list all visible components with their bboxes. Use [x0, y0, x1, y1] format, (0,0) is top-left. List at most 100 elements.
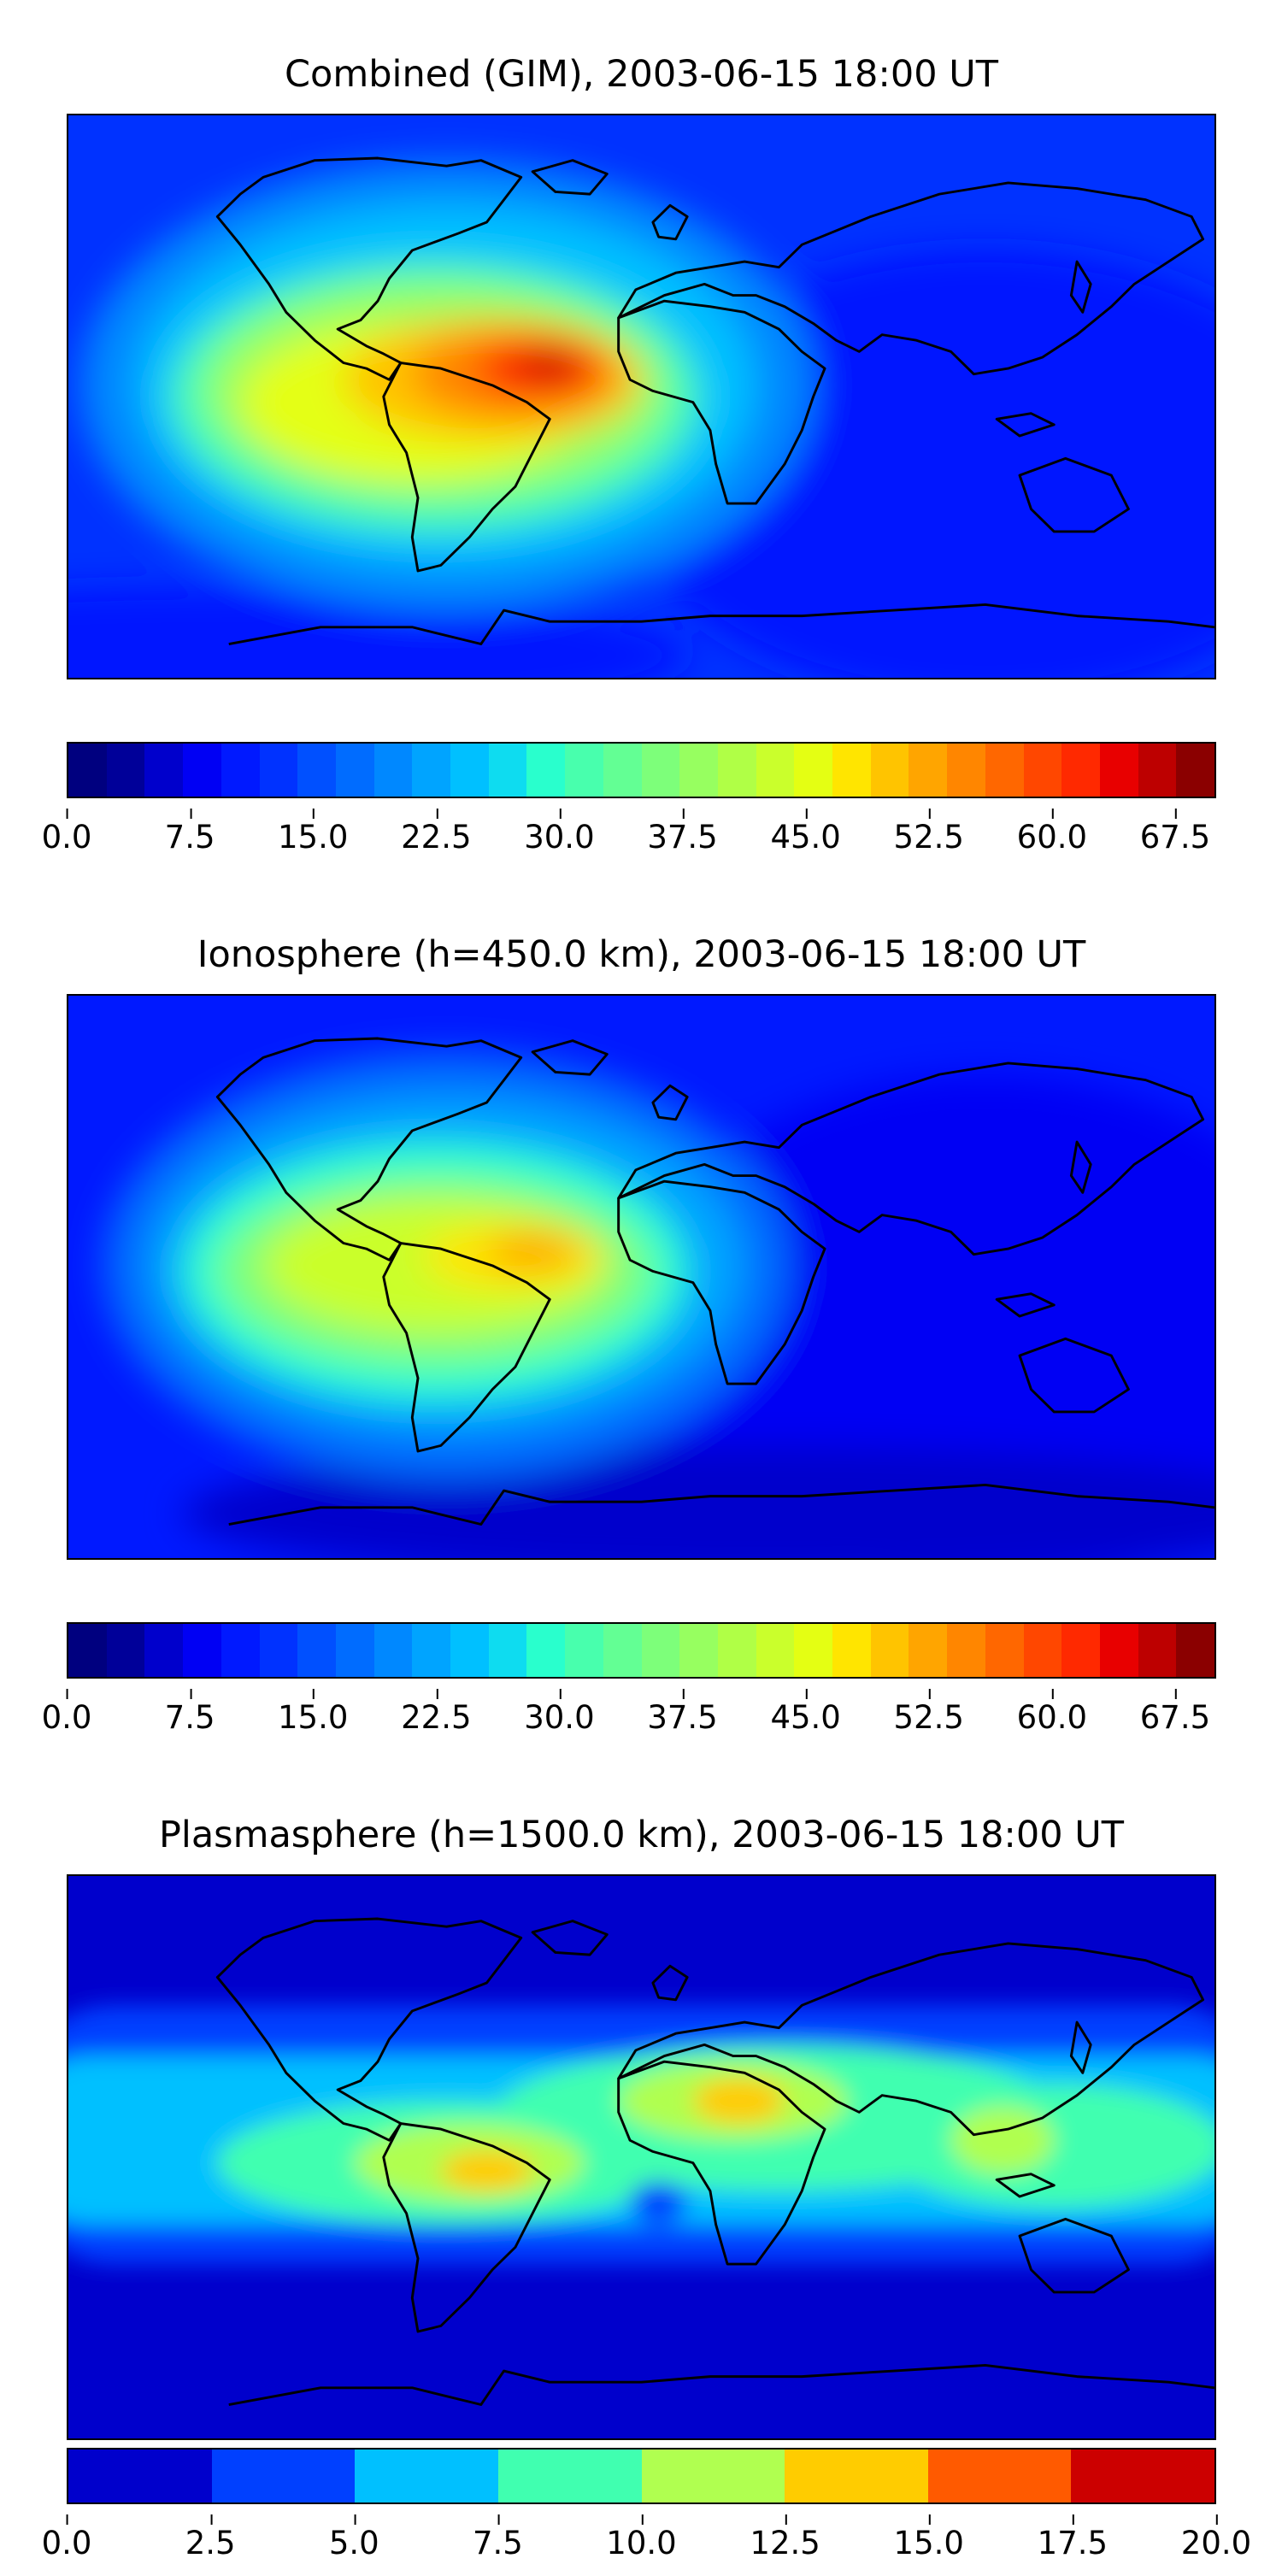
colorbar-tick-label: 30.0 [524, 1689, 595, 1736]
colorbar-segment [870, 1624, 909, 1677]
colorbar-tick-label: 37.5 [647, 1689, 718, 1736]
colorbar-segment [335, 744, 374, 797]
colorbar-segment [1023, 1624, 1062, 1677]
colorbar-segment [832, 1624, 871, 1677]
colorbar-tick-label: 52.5 [893, 809, 964, 856]
colorbar-segment [756, 1624, 795, 1677]
colorbar-tick-label: 22.5 [401, 809, 472, 856]
panel-2-map [67, 994, 1216, 1560]
colorbar-tick-label: 37.5 [647, 809, 718, 856]
colorbar-segment [756, 744, 795, 797]
colorbar-segment [373, 1624, 413, 1677]
panel-1-map [67, 114, 1216, 679]
colorbar-tick-label: 67.5 [1139, 809, 1211, 856]
colorbar-segment [106, 1624, 145, 1677]
colorbar-segment [1176, 744, 1215, 797]
panel-3-map-plot [68, 1876, 1214, 2438]
colorbar-segment [641, 2450, 785, 2502]
colorbar-segment [717, 744, 756, 797]
colorbar-segment [603, 1624, 642, 1677]
colorbar-segment [488, 1624, 527, 1677]
colorbar-segment [679, 744, 718, 797]
colorbar-segment [450, 1624, 489, 1677]
colorbar-segment [1061, 744, 1100, 797]
colorbar-segment [221, 744, 260, 797]
colorbar-segment [785, 2450, 928, 2502]
colorbar-segment [68, 744, 107, 797]
colorbar-segment [603, 744, 642, 797]
colorbar-tick-label: 7.5 [472, 2514, 523, 2561]
panel-2-map-plot [68, 996, 1214, 1558]
colorbar-tick-label: 30.0 [524, 809, 595, 856]
panel-1-title: Combined (GIM), 2003-06-15 18:00 UT [284, 53, 998, 96]
colorbar-segment [985, 1624, 1024, 1677]
colorbar-tick-label: 45.0 [770, 1689, 841, 1736]
panel-2-colorbar [67, 1622, 1216, 1679]
colorbar-segment [832, 744, 871, 797]
colorbar-segment [259, 744, 298, 797]
panel-1-coastlines [215, 156, 1214, 645]
colorbar-segment [526, 1624, 566, 1677]
colorbar-segment [1138, 744, 1177, 797]
colorbar-tick-label: 10.0 [606, 2514, 677, 2561]
colorbar-tick-label: 45.0 [770, 809, 841, 856]
panel-1-colorbar [67, 742, 1216, 798]
panel-3-map [67, 1874, 1216, 2440]
colorbar-segment [221, 1624, 260, 1677]
colorbar-tick-label: 2.5 [185, 2514, 236, 2561]
colorbar-tick-label: 52.5 [893, 1689, 964, 1736]
colorbar-segment [335, 1624, 374, 1677]
panel-3-colorbar-ticks: 0.0 2.5 5.0 7.5 10.0 12.5 15.0 17.5 20.0 [42, 2514, 1251, 2576]
colorbar-segment [355, 2450, 498, 2502]
colorbar-tick-label: 15.0 [278, 809, 349, 856]
colorbar-segment [679, 1624, 718, 1677]
colorbar-segment [144, 744, 184, 797]
colorbar-tick-label: 60.0 [1016, 1689, 1088, 1736]
colorbar-segment [947, 1624, 985, 1677]
colorbar-tick-label: 5.0 [328, 2514, 379, 2561]
colorbar-segment [373, 744, 413, 797]
colorbar-segment [927, 2450, 1072, 2502]
colorbar-tick-label: 22.5 [401, 1689, 472, 1736]
colorbar-tick-label: 67.5 [1139, 1689, 1211, 1736]
colorbar-tick-label: 7.5 [164, 1689, 215, 1736]
colorbar-tick-label: 15.0 [278, 1689, 349, 1736]
colorbar-segment [1061, 1624, 1100, 1677]
panel-1-colorbar-ticks: 0.0 7.5 15.0 22.5 30.0 37.5 45.0 52.5 60.0 67.5 [42, 809, 1216, 870]
colorbar-segment [412, 1624, 451, 1677]
panel-3-title: Plasmasphere (h=1500.0 km), 2003-06-15 1… [158, 1814, 1125, 1856]
colorbar-segment [297, 744, 336, 797]
panel-3-colorbar [67, 2448, 1216, 2504]
colorbar-segment [1176, 1624, 1215, 1677]
colorbar-segment [565, 744, 603, 797]
colorbar-segment [794, 744, 833, 797]
colorbar-tick-label: 0.0 [41, 809, 92, 856]
panel-2-colorbar-ticks: 0.0 7.5 15.0 22.5 30.0 37.5 45.0 52.5 60.0 67.5 [42, 1689, 1216, 1750]
colorbar-segment [526, 744, 566, 797]
colorbar-segment [1099, 1624, 1138, 1677]
colorbar-segment [1071, 2450, 1214, 2502]
panel-1-map-plot [68, 115, 1214, 678]
colorbar-segment [1099, 744, 1138, 797]
colorbar-segment [909, 1624, 948, 1677]
colorbar-segment [488, 744, 527, 797]
colorbar-tick-label: 0.0 [41, 2514, 92, 2561]
colorbar-segment [450, 744, 489, 797]
colorbar-segment [144, 1624, 184, 1677]
colorbar-segment [68, 2450, 212, 2502]
colorbar-segment [259, 1624, 298, 1677]
colorbar-tick-label: 0.0 [41, 1689, 92, 1736]
panel-2-title: Ionosphere (h=450.0 km), 2003-06-15 18:0… [197, 933, 1086, 976]
colorbar-segment [106, 744, 145, 797]
colorbar-segment [68, 1624, 107, 1677]
colorbar-segment [412, 744, 451, 797]
colorbar-segment [641, 1624, 680, 1677]
colorbar-tick-label: 7.5 [164, 809, 215, 856]
colorbar-segment [1023, 744, 1062, 797]
colorbar-segment [297, 1624, 336, 1677]
colorbar-segment [211, 2450, 356, 2502]
colorbar-segment [183, 1624, 221, 1677]
colorbar-segment [497, 2450, 642, 2502]
colorbar-tick-label: 15.0 [893, 2514, 964, 2561]
panel-2-coastlines [215, 1037, 1214, 1526]
